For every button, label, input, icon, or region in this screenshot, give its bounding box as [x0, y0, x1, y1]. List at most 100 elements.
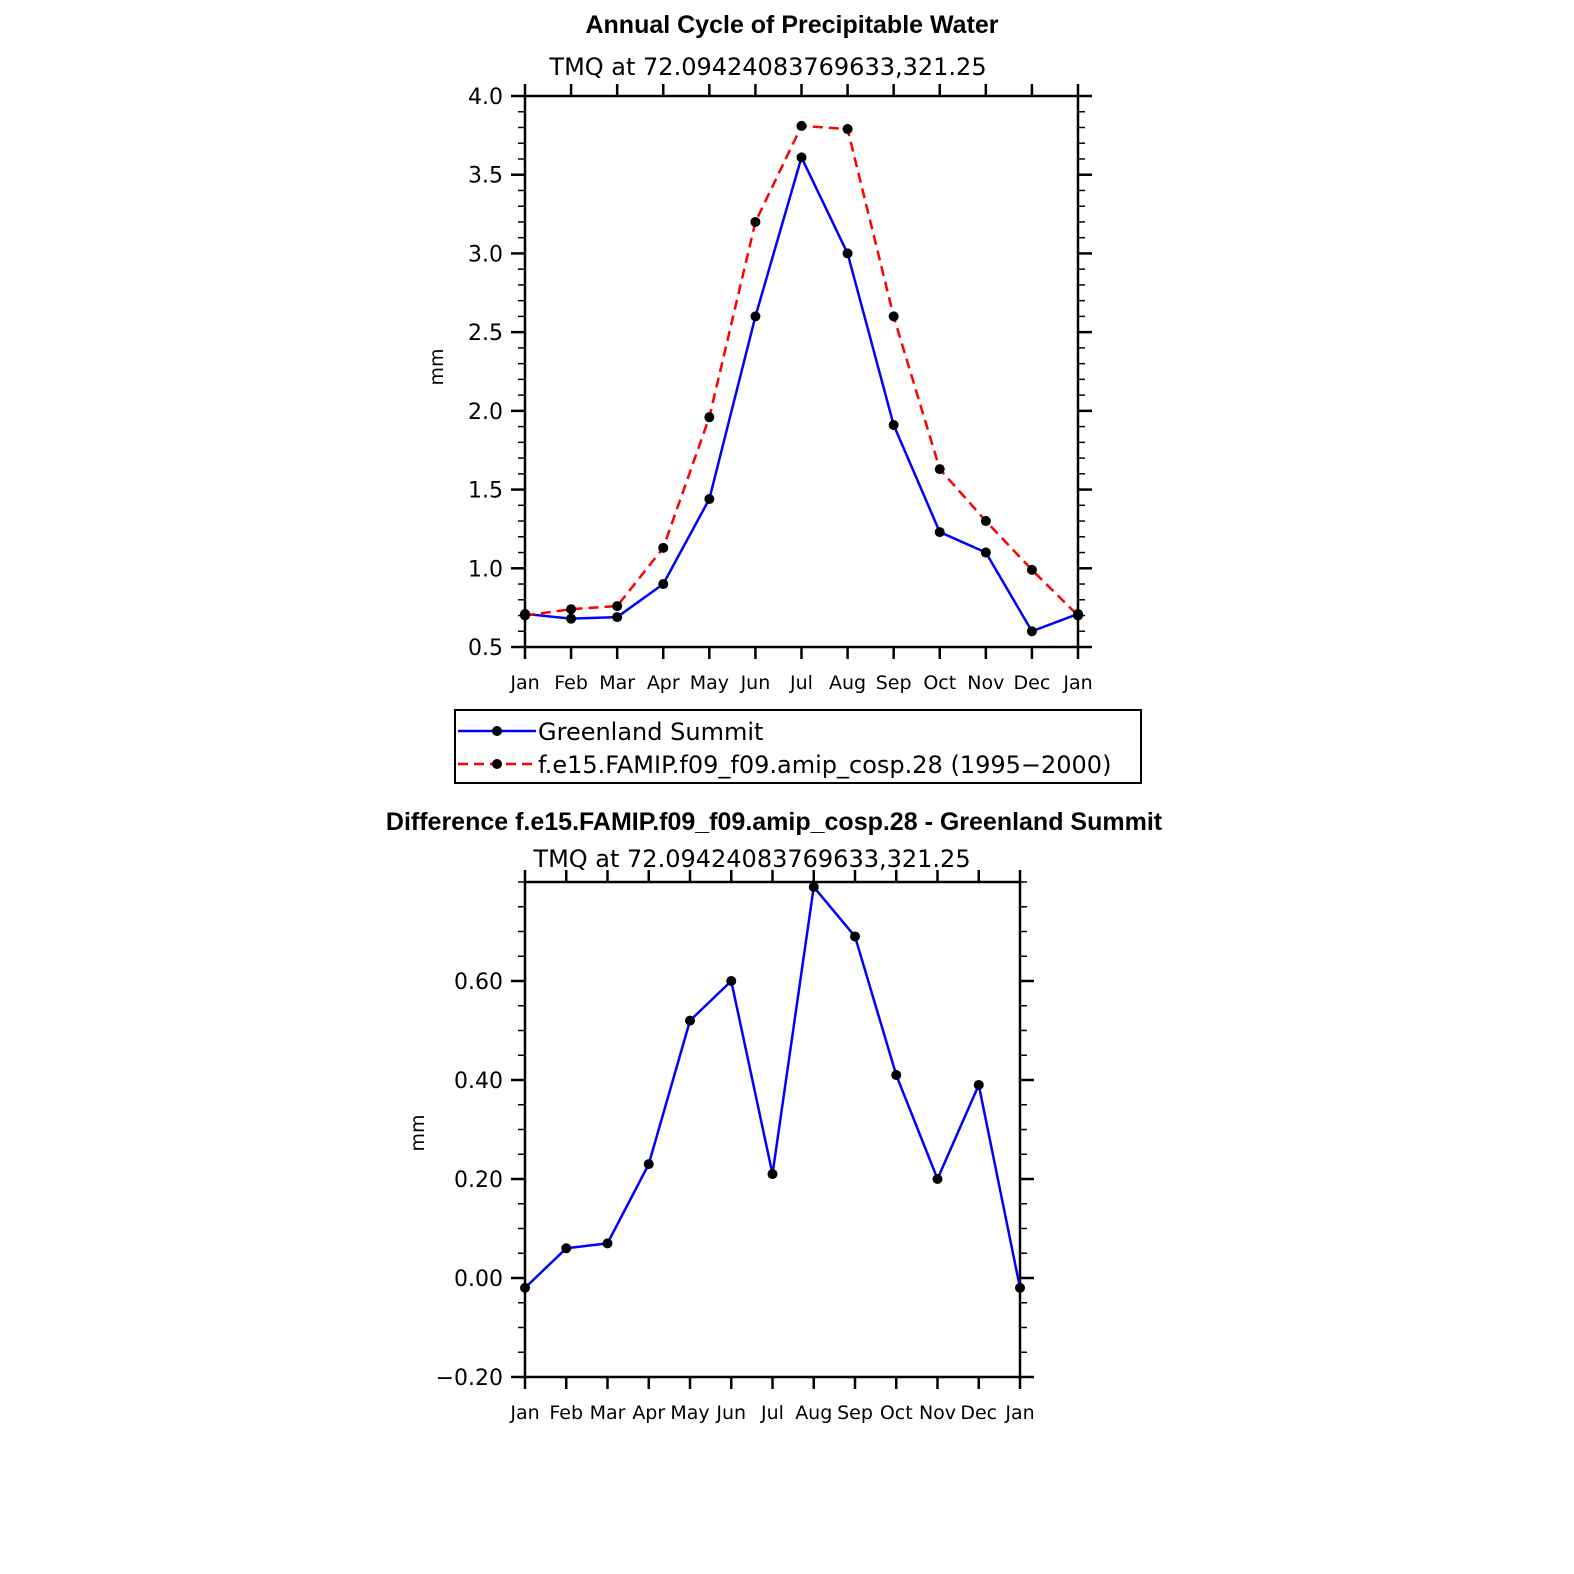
chart2-xtick-label: Mar: [590, 1402, 626, 1424]
chart1-series-line-1: [524, 124, 1079, 617]
chart1-xtick-label: Oct: [923, 672, 956, 694]
chart1-ytick-label: 3.5: [468, 164, 503, 189]
chart1-point: [1026, 564, 1037, 575]
chart2-xtick-label: Dec: [960, 1402, 997, 1424]
chart2-point: [808, 881, 819, 892]
chart1-title: Annual Cycle of Precipitable Water: [585, 11, 998, 39]
chart1-point: [612, 612, 623, 623]
difference-chart: Difference f.e15.FAMIP.f09_f09.amip_cosp…: [386, 808, 1163, 1424]
chart2-xtick-label: Aug: [795, 1402, 832, 1424]
chart1-xtick-label: May: [690, 672, 729, 694]
chart2-point: [973, 1079, 984, 1090]
chart2-point: [932, 1174, 943, 1184]
chart1-subtitle: TMQ at 72.09424083769633,321.25: [548, 53, 986, 81]
chart1-xtick-label: Aug: [829, 672, 866, 694]
chart1-point: [934, 527, 945, 538]
chart1-xtick-label: Jan: [509, 672, 539, 694]
chart1-point: [704, 412, 715, 423]
chart2-point: [767, 1169, 778, 1180]
chart1-point: [1073, 610, 1083, 621]
chart1-series-line-0: [524, 156, 1079, 633]
chart2-ytick-label: 0.20: [454, 1168, 503, 1193]
chart1-xtick-label: Jan: [1062, 672, 1092, 694]
chart1-xtick-label: Jun: [740, 672, 771, 694]
chart1-point: [796, 152, 807, 163]
chart2-series-line-0: [524, 885, 1022, 1289]
chart1-ytick-label: 1.0: [468, 557, 503, 582]
chart2-ytick-label: −0.20: [436, 1366, 503, 1391]
chart1-ylabel: mm: [426, 348, 448, 385]
chart1-xtick-label: Jul: [789, 672, 813, 694]
chart2-point: [520, 1282, 530, 1293]
chart2-xtick-label: Oct: [880, 1402, 913, 1424]
chart1-point: [566, 613, 577, 624]
chart2-point: [726, 976, 737, 986]
chart2-point: [561, 1243, 572, 1254]
chart2-xtick-label: Jan: [1004, 1402, 1034, 1424]
chart1-point: [842, 124, 853, 135]
chart1-plot-frame: [523, 94, 1080, 649]
legend-marker-greenland-summit: [492, 726, 502, 736]
chart2-xtick-label: May: [670, 1402, 709, 1424]
chart2-series: [520, 881, 1025, 1293]
chart1-point: [658, 542, 669, 553]
chart1-xtick-label: Nov: [967, 672, 1004, 694]
chart2-ytick-label: 0.00: [454, 1267, 503, 1292]
chart1-point: [1026, 626, 1037, 637]
chart1-point: [566, 604, 577, 615]
chart2-subtitle: TMQ at 72.09424083769633,321.25: [532, 845, 970, 873]
chart2-xtick-label: Nov: [919, 1402, 956, 1424]
chart2-point: [643, 1159, 654, 1170]
chart1-xtick-label: Sep: [876, 672, 912, 694]
annual-cycle-chart: Annual Cycle of Precipitable Water TMQ a…: [426, 11, 1142, 784]
legend-label-greenland-summit: Greenland Summit: [538, 718, 763, 746]
chart1-ytick-label: 0.5: [468, 636, 503, 661]
chart1-point: [980, 516, 991, 527]
chart2-point: [850, 931, 860, 942]
chart1-point: [934, 464, 945, 475]
chart2-xtick-label: Jul: [760, 1402, 784, 1424]
chart1-point: [842, 248, 853, 259]
chart1-point: [658, 579, 669, 590]
chart2-title: Difference f.e15.FAMIP.f09_f09.amip_cosp…: [386, 808, 1163, 836]
chart2-xtick-label: Sep: [837, 1402, 873, 1424]
chart2-ytick-label: 0.60: [454, 970, 503, 995]
chart2-point: [891, 1070, 902, 1081]
chart2-xtick-label: Apr: [632, 1402, 665, 1424]
chart1-point: [750, 216, 761, 227]
chart1-ytick-label: 2.5: [468, 321, 503, 346]
chart2-plot-frame: [523, 880, 1022, 1379]
chart1-point: [750, 311, 761, 322]
chart1-ytick-label: 2.0: [468, 400, 503, 425]
chart1-point: [520, 610, 530, 621]
chart1-point: [888, 311, 899, 322]
chart1-xtick-label: Mar: [599, 672, 635, 694]
chart2-point: [685, 1015, 695, 1026]
chart2-axes: Jan Feb Mar Apr May Jun Jul Aug Sep Oct Nov Dec Jan−…: [436, 870, 1035, 1424]
chart1-xtick-label: Dec: [1014, 672, 1051, 694]
chart1-ytick-label: 3.0: [468, 242, 503, 267]
chart1-point: [888, 420, 899, 431]
chart1-point: [980, 547, 991, 558]
chart2-ylabel: mm: [407, 1114, 429, 1151]
chart1-ytick-label: 4.0: [468, 85, 503, 110]
chart1-point: [704, 494, 715, 505]
chart2-point: [602, 1238, 613, 1249]
chart2-xtick-label: Jan: [509, 1402, 539, 1424]
legend-marker-famip: [492, 759, 502, 769]
chart1-xtick-label: Apr: [647, 672, 680, 694]
legend-box: [454, 709, 1142, 784]
legend-label-famip: f.e15.FAMIP.f09_f09.amip_cosp.28 (1995−2…: [538, 751, 1111, 779]
chart2-xtick-label: Feb: [549, 1402, 583, 1424]
chart1-xtick-label: Feb: [554, 672, 588, 694]
chart1-point: [612, 601, 623, 612]
chart2-point: [1015, 1282, 1025, 1293]
chart1-axes: Jan Feb Mar Apr May Jun Jul Aug Sep Oct Nov Dec Jan 0…: [468, 84, 1093, 694]
chart1-legend: Greenland Summit f.e15.FAMIP.f09_f09.ami…: [454, 709, 1142, 784]
chart1-ytick-label: 1.5: [468, 479, 503, 504]
chart1-point: [796, 120, 807, 131]
chart2-ytick-label: 0.40: [454, 1069, 503, 1094]
chart1-series: [520, 120, 1083, 637]
chart2-xtick-label: Jun: [715, 1402, 746, 1424]
